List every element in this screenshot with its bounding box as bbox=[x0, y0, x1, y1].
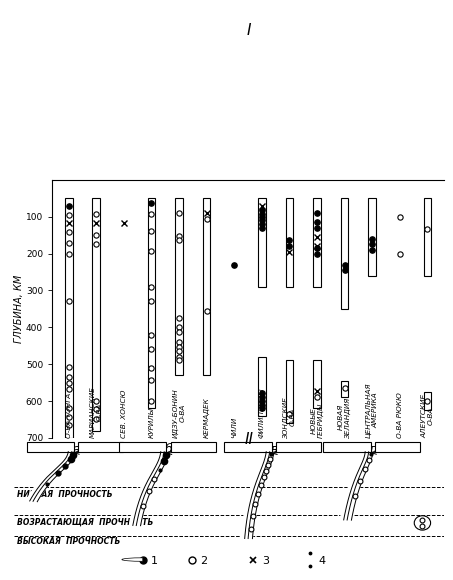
Bar bbox=[285, 198, 293, 287]
Text: 3: 3 bbox=[263, 556, 270, 566]
Bar bbox=[341, 198, 348, 309]
Y-axis label: ГЛУБИНА, КМ: ГЛУБИНА, КМ bbox=[14, 275, 24, 343]
Text: КЕРМАДЕК: КЕРМАДЕК bbox=[203, 397, 210, 438]
Text: КУРИЛЫ: КУРИЛЫ bbox=[149, 407, 154, 438]
Text: ИДЗУ-БОНИН
О-ВА: ИДЗУ-БОНИН О-ВА bbox=[173, 388, 186, 438]
Text: г: г bbox=[370, 443, 376, 456]
Bar bbox=[341, 380, 348, 397]
Polygon shape bbox=[241, 452, 274, 539]
Bar bbox=[119, 442, 166, 452]
Bar bbox=[65, 198, 72, 438]
Wedge shape bbox=[122, 558, 143, 561]
Text: О-ВА РЮКЮ: О-ВА РЮКЮ bbox=[397, 392, 403, 438]
Text: ЦЕНТРАЛЬНАЯ
АМЕРИКА: ЦЕНТРАЛЬНАЯ АМЕРИКА bbox=[366, 382, 379, 438]
Ellipse shape bbox=[414, 516, 431, 530]
Bar bbox=[148, 198, 155, 408]
Bar bbox=[78, 442, 123, 452]
Text: II: II bbox=[245, 432, 254, 447]
Text: ВОЗРАСТАЮЩАЯ  ПРОЧНОСТЬ: ВОЗРАСТАЮЩАЯ ПРОЧНОСТЬ bbox=[17, 518, 154, 527]
Bar bbox=[285, 360, 293, 423]
Text: СЕВ. ХОНСЮ: СЕВ. ХОНСЮ bbox=[121, 389, 127, 438]
Text: 1: 1 bbox=[151, 556, 158, 566]
Text: 2: 2 bbox=[201, 556, 208, 566]
Text: НОВЫЕ
ГЕБРИДЫ: НОВЫЕ ГЕБРИДЫ bbox=[310, 403, 323, 438]
Text: I: I bbox=[247, 23, 251, 38]
Bar bbox=[203, 198, 211, 375]
Bar bbox=[313, 360, 321, 408]
Bar bbox=[171, 442, 216, 452]
Text: МАРИАНСКИЕ
О-ВА: МАРИАНСКИЕ О-ВА bbox=[90, 386, 103, 438]
Bar bbox=[323, 442, 371, 452]
Polygon shape bbox=[340, 452, 373, 520]
Text: НИЗКАЯ  ПРОЧНОСТЬ: НИЗКАЯ ПРОЧНОСТЬ bbox=[17, 490, 113, 499]
Bar bbox=[258, 357, 265, 416]
Bar bbox=[225, 442, 272, 452]
Bar bbox=[276, 442, 321, 452]
Text: ВЫСОКАЯ  ПРОЧНОСТЬ: ВЫСОКАЯ ПРОЧНОСТЬ bbox=[17, 536, 120, 546]
Polygon shape bbox=[26, 452, 76, 502]
Text: О-ВА ТОНГА: О-ВА ТОНГА bbox=[66, 393, 72, 438]
Text: ЧИЛИ: ЧИЛИ bbox=[231, 416, 237, 438]
Text: ЗОНДСКИЕ
О-ВА: ЗОНДСКИЕ О-ВА bbox=[283, 396, 296, 438]
Text: 4: 4 bbox=[318, 556, 326, 566]
Bar bbox=[258, 198, 265, 287]
Text: б: б bbox=[164, 443, 173, 456]
Bar bbox=[26, 442, 74, 452]
Bar bbox=[175, 198, 183, 375]
Bar bbox=[424, 392, 431, 410]
Text: ФИЛИППИНЫ: ФИЛИППИНЫ bbox=[259, 387, 265, 438]
Text: АЛЕУТСКИЕ
О-ВА: АЛЕУТСКИЕ О-ВА bbox=[421, 394, 434, 438]
Bar bbox=[92, 198, 100, 430]
Bar bbox=[313, 198, 321, 287]
Bar bbox=[424, 198, 431, 276]
Bar bbox=[368, 198, 376, 276]
Text: в: в bbox=[270, 443, 278, 456]
Text: а: а bbox=[72, 443, 80, 456]
Bar bbox=[375, 442, 420, 452]
Polygon shape bbox=[130, 452, 169, 525]
Text: НОВАЯ
ЗЕЛАНДИЯ: НОВАЯ ЗЕЛАНДИЯ bbox=[338, 397, 351, 438]
